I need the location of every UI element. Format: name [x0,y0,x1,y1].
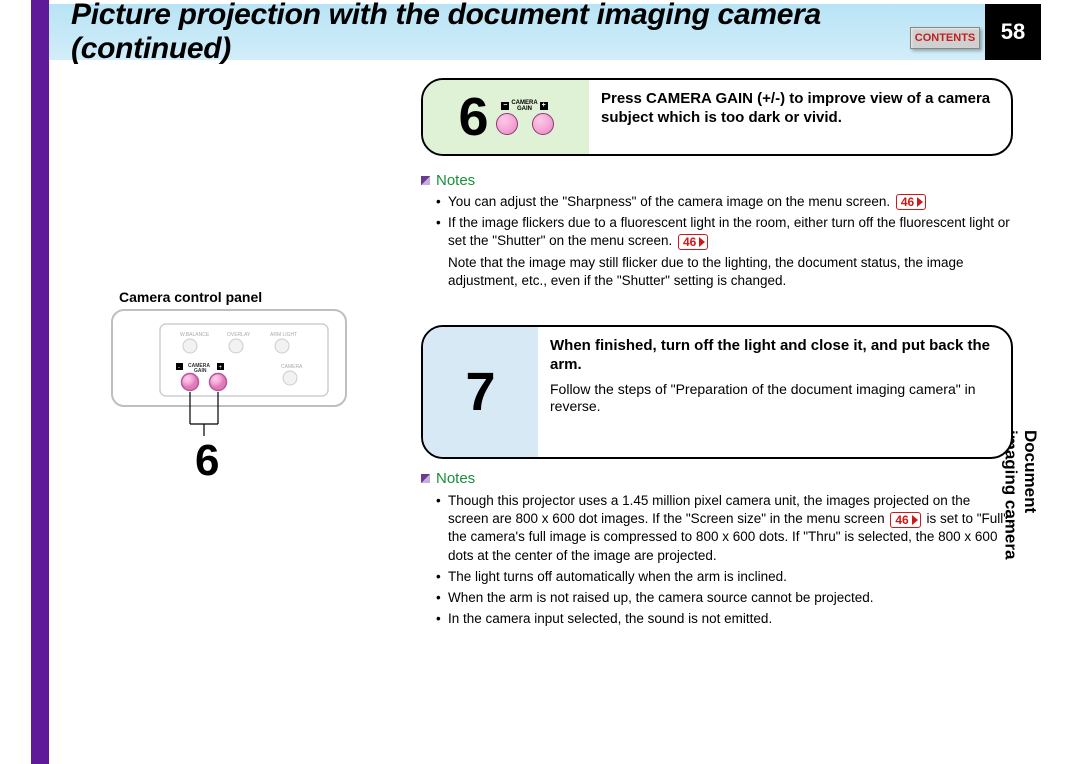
gain-minus-icon [496,113,518,135]
camera-panel-label: Camera control panel [119,289,262,305]
notes-1-header: Notes [421,172,475,189]
note-item: You can adjust the "Sharpness" of the ca… [436,193,1014,211]
gain-plus-icon [532,113,554,135]
step-7-number: 7 [465,365,495,419]
gain-label-top: CAMERA [511,100,537,106]
step-7-text: When finished, turn off the light and cl… [550,337,993,375]
step-6-text: Press CAMERA GAIN (+/-) to improve view … [589,80,1011,154]
svg-text:OVERLAY: OVERLAY [227,332,251,338]
step-6-left: 6 − CAMERA GAIN + [423,80,589,154]
page-title: Picture projection with the document ima… [71,0,985,66]
title-band: Picture projection with the document ima… [49,4,985,60]
gain-label-bottom: GAIN [511,106,537,112]
note-item: When the arm is not raised up, the camer… [436,589,1014,607]
note-item: Note that the image may still flicker du… [436,254,1014,290]
step-7-card: 7 When finished, turn off the light and … [421,325,1013,459]
note-item: The light turns off automatically when t… [436,568,1014,586]
vtab-line1: Document [1021,430,1040,513]
step-7-subtext: Follow the steps of "Preparation of the … [550,381,993,416]
svg-text:+: + [219,365,223,371]
purple-sidebar [31,0,49,764]
note-item: In the camera input selected, the sound … [436,610,1014,628]
note-item: Though this projector uses a 1.45 millio… [436,492,1014,565]
page-number: 58 [985,4,1041,60]
svg-text:-: - [178,365,180,371]
page-ref-badge[interactable]: 46 [678,234,708,250]
step-6-number: 6 [458,86,488,148]
svg-text:W.BALANCE: W.BALANCE [180,332,210,338]
notes-1-list: You can adjust the "Sharpness" of the ca… [436,193,1014,293]
contents-button[interactable]: CONTENTS [910,27,980,49]
notes-2-header: Notes [421,470,475,487]
svg-text:GAIN: GAIN [194,368,207,374]
page-ref-badge[interactable]: 46 [890,512,920,528]
svg-text:CAMERA: CAMERA [281,364,303,370]
page-ref-badge[interactable]: 46 [896,194,926,210]
notes-2-list: Though this projector uses a 1.45 millio… [436,492,1014,632]
callout-step-number: 6 [195,436,219,486]
svg-text:ARM LIGHT: ARM LIGHT [270,332,297,338]
step-6-card: 6 − CAMERA GAIN + [421,78,1013,156]
step-7-left: 7 [423,327,538,457]
camera-control-panel-illustration: W.BALANCE OVERLAY ARM LIGHT CAMERA - CAM… [110,306,348,438]
note-item: If the image flickers due to a fluoresce… [436,214,1014,250]
